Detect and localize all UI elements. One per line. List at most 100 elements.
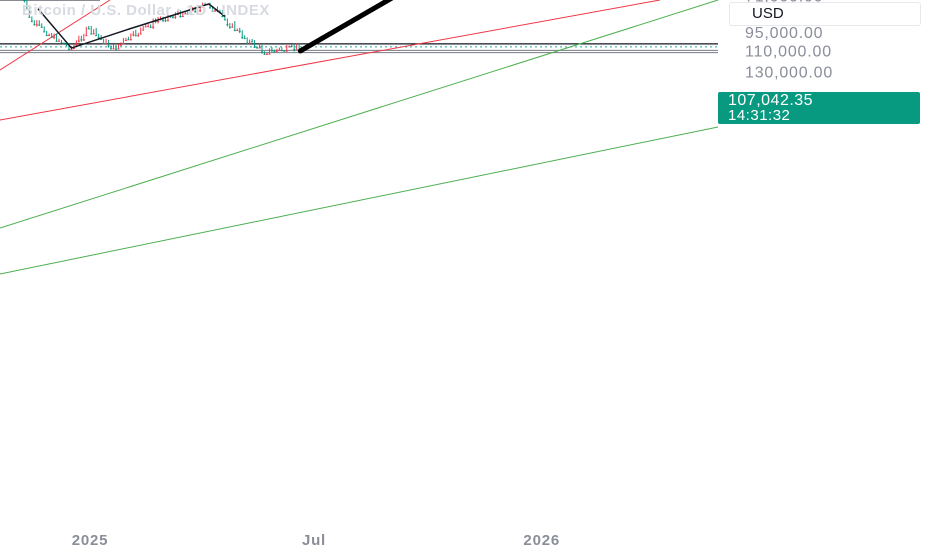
candle-body [122, 43, 125, 45]
candle-body [132, 34, 135, 36]
candle-body [181, 16, 184, 18]
candle-body [48, 34, 51, 36]
last-price-badge: 107,042.35 14:31:32 [718, 92, 920, 124]
candle-body [211, 10, 214, 12]
candle-body [92, 33, 95, 35]
candle-body [80, 39, 83, 41]
candle-body [189, 13, 192, 15]
candle-body [288, 46, 291, 48]
y-tick-label: 130,000.00 [745, 64, 833, 81]
candle-body [87, 28, 90, 30]
candle-body [157, 21, 160, 23]
candle-body [25, 8, 28, 10]
candle-body [174, 16, 177, 18]
candle-body [290, 45, 293, 47]
candle-body [53, 36, 56, 38]
candle-body [67, 49, 70, 51]
candle-body [33, 24, 36, 26]
candle-body [40, 26, 43, 28]
candle-body [23, 0, 26, 2]
candle-body [243, 38, 246, 40]
candle-body [176, 14, 179, 16]
candle-body [209, 7, 212, 9]
candle-body [50, 36, 53, 38]
y-tick-label: 95,000.00 [745, 25, 823, 42]
candle-body [221, 16, 224, 18]
candle-body [278, 50, 281, 52]
last-price-value: 107,042.35 [728, 92, 814, 109]
candle-body [28, 16, 31, 18]
candle-body [231, 26, 234, 28]
candle-body [226, 24, 229, 26]
candle-body [110, 48, 113, 50]
candle-body [162, 19, 165, 21]
candle-body [241, 37, 244, 39]
candle-body [246, 42, 249, 44]
candle-body [139, 33, 142, 35]
candle-body [127, 39, 130, 41]
candle-body [184, 13, 187, 15]
candle-body [261, 51, 264, 53]
candle-body [164, 20, 167, 22]
candle-body [273, 51, 276, 53]
candle-body [90, 33, 93, 35]
candle-body [285, 50, 288, 52]
candle-body [144, 26, 147, 28]
candle-body [77, 40, 80, 42]
candle-body [236, 29, 239, 31]
candle-body [63, 42, 66, 44]
candle-body [82, 39, 85, 41]
candle-body [72, 48, 75, 50]
currency-selector[interactable]: USD [729, 2, 921, 26]
candle-body [194, 11, 197, 13]
candle-body [95, 35, 98, 37]
candle-body [142, 29, 145, 31]
candle-body [149, 26, 152, 28]
candle-body [186, 13, 189, 15]
candle-body [55, 40, 58, 42]
candle-body [179, 16, 182, 18]
red-trendline [0, 0, 111, 71]
candle-body [75, 44, 78, 46]
candle-body [295, 49, 298, 51]
candle-body [199, 10, 202, 12]
candle-body [85, 35, 88, 37]
candle-body [114, 48, 117, 50]
candle-body [166, 20, 169, 22]
candle-body [223, 19, 226, 21]
candle-body [256, 47, 259, 49]
x-tick-label: 2026 [523, 532, 560, 549]
candle-body [258, 47, 261, 49]
candle-body [124, 39, 127, 41]
x-tick-label: 2025 [72, 532, 109, 549]
candle-body [35, 24, 38, 26]
candle-body [293, 49, 296, 51]
candle-body [263, 53, 266, 55]
candle-body [154, 21, 157, 23]
projection-arrow [297, 0, 394, 54]
green-channel-line [0, 126, 719, 275]
candle-body [105, 43, 108, 45]
candle-body [70, 49, 73, 51]
red-trendline [0, 0, 661, 121]
y-tick-label: 110,000.00 [745, 43, 832, 60]
candle-body [265, 53, 268, 55]
x-tick-label: Jul [302, 532, 326, 549]
candle-body [253, 46, 256, 48]
candle-body [248, 42, 251, 44]
candle-body [268, 53, 271, 55]
candle-body [119, 44, 122, 46]
candle-body [112, 48, 115, 50]
candle-body [275, 51, 278, 53]
candle-body [171, 16, 174, 18]
candle-body [100, 38, 103, 40]
candle-body [102, 43, 105, 45]
candle-body [134, 35, 137, 37]
candle-body [137, 35, 140, 37]
green-channel-line [0, 0, 719, 229]
candle-body [280, 50, 283, 52]
candle-body [45, 34, 48, 36]
candle-body [43, 31, 46, 33]
